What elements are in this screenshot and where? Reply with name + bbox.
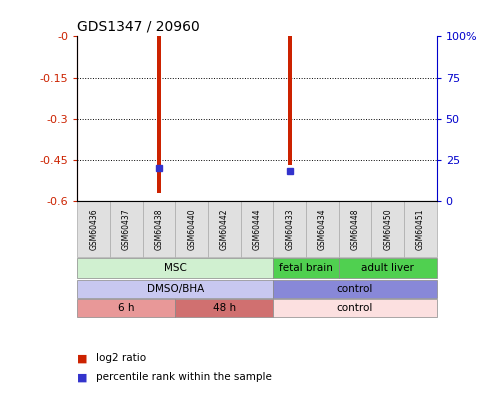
Text: GSM60451: GSM60451 — [416, 208, 425, 250]
Bar — [77, 258, 273, 278]
Text: control: control — [337, 303, 373, 313]
Bar — [404, 201, 437, 257]
Bar — [143, 201, 175, 257]
Text: DMSO/BHA: DMSO/BHA — [147, 284, 204, 294]
Bar — [77, 201, 110, 257]
Text: GSM60440: GSM60440 — [187, 208, 196, 250]
Text: GSM60438: GSM60438 — [155, 208, 164, 250]
Bar — [288, 36, 291, 165]
Bar — [273, 299, 437, 317]
Text: GSM60444: GSM60444 — [252, 208, 261, 250]
Text: percentile rank within the sample: percentile rank within the sample — [96, 373, 272, 382]
Bar — [208, 201, 241, 257]
Bar — [241, 201, 273, 257]
Bar — [339, 201, 371, 257]
Text: fetal brain: fetal brain — [279, 263, 333, 273]
Bar — [157, 36, 161, 193]
Bar — [110, 201, 143, 257]
Bar — [306, 201, 339, 257]
Text: log2 ratio: log2 ratio — [96, 354, 146, 363]
Bar — [371, 201, 404, 257]
Text: control: control — [337, 284, 373, 294]
Text: 48 h: 48 h — [213, 303, 236, 313]
Text: ■: ■ — [77, 354, 88, 363]
Text: GSM60434: GSM60434 — [318, 208, 327, 250]
Bar — [77, 280, 273, 298]
Bar — [273, 280, 437, 298]
Text: ■: ■ — [77, 373, 88, 382]
Text: GSM60448: GSM60448 — [350, 208, 359, 250]
Text: adult liver: adult liver — [361, 263, 414, 273]
Bar — [273, 258, 339, 278]
Text: GDS1347 / 20960: GDS1347 / 20960 — [77, 20, 200, 34]
Text: GSM60433: GSM60433 — [285, 208, 294, 250]
Text: MSC: MSC — [164, 263, 187, 273]
Text: 6 h: 6 h — [118, 303, 135, 313]
Bar — [175, 201, 208, 257]
Bar — [175, 299, 273, 317]
Text: GSM60437: GSM60437 — [122, 208, 131, 250]
Text: GSM60442: GSM60442 — [220, 208, 229, 250]
Bar — [77, 299, 175, 317]
Text: GSM60450: GSM60450 — [383, 208, 392, 250]
Bar — [339, 258, 437, 278]
Bar — [273, 201, 306, 257]
Text: GSM60436: GSM60436 — [89, 208, 98, 250]
